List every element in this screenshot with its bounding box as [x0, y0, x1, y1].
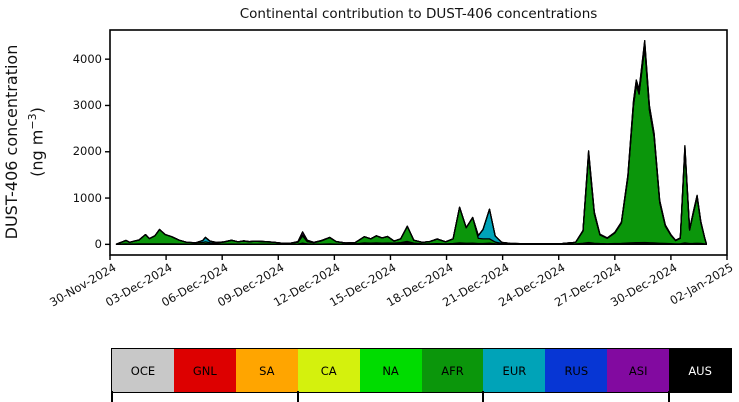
legend-label-CA: CA: [320, 363, 337, 378]
legend-label-EUR: EUR: [502, 363, 527, 378]
legend-axis-tick-mark: [668, 391, 671, 402]
stack-layer-EUR: [115, 45, 708, 245]
legend-box-OCE: OCE: [112, 349, 174, 392]
legend-strip: OCE GNL SA CA NA AFR EUR RUS ASI AUS: [111, 348, 732, 393]
y-tick-label: 2000: [72, 144, 102, 159]
legend-axis-tick-mark: [111, 391, 113, 402]
legend-box-NA: NA: [359, 349, 422, 392]
y-tick-label: 0: [94, 236, 102, 251]
legend-axis-tick-mark: [296, 391, 299, 402]
legend-box-RUS: RUS: [545, 349, 608, 392]
legend-box-SA: SA: [235, 349, 298, 392]
y-tick-label: 3000: [72, 97, 102, 112]
legend-label-GNL: GNL: [192, 363, 217, 378]
stack-layer-RUS: [115, 42, 708, 245]
legend-label-OCE: OCE: [130, 363, 156, 378]
y-tick-label: 1000: [72, 190, 102, 205]
legend-box-AUS: AUS: [669, 349, 732, 392]
stack-layer-AFR: [115, 46, 708, 245]
legend-label-NA: NA: [382, 363, 399, 378]
legend-label-AUS: AUS: [688, 363, 712, 378]
legend-label-SA: SA: [259, 363, 275, 378]
legend-box-AFR: AFR: [421, 349, 484, 392]
legend-axis-tick-mark: [482, 391, 485, 402]
stack-layer-AUS: [115, 39, 708, 245]
legend-label-RUS: RUS: [564, 363, 589, 378]
stack-layer-ASI: [115, 39, 708, 245]
legend-box-GNL: GNL: [173, 349, 236, 392]
legend-box-EUR: EUR: [483, 349, 546, 392]
axes-spines: [109, 29, 728, 256]
chart-title: Continental contribution to DUST-406 con…: [239, 6, 598, 22]
legend-box-CA: CA: [297, 349, 360, 392]
y-tick-label: 4000: [72, 51, 102, 66]
legend-label-ASI: ASI: [628, 363, 648, 378]
legend-box-ASI: ASI: [607, 349, 670, 392]
legend-label-AFR: AFR: [441, 363, 464, 378]
